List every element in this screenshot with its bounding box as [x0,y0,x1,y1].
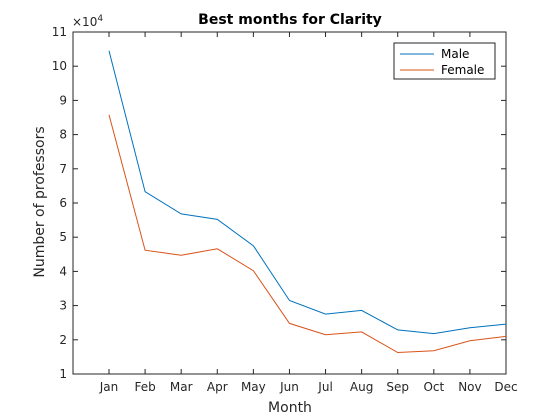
x-tick-label: Mar [170,380,193,394]
y-tick-label: 1 [59,367,67,381]
y-tick-label: 9 [59,93,67,107]
plot-frame [72,31,507,375]
series-line-male [108,50,507,335]
legend-entry: Male [441,47,469,61]
series-lines [108,50,507,354]
x-tick-label: Feb [134,380,155,394]
x-axis-label: Month [268,400,312,416]
y-tick-label: 7 [59,162,67,176]
legend-entry: Female [441,63,484,77]
y-tick-label: 5 [59,230,67,244]
x-tick-label: Jul [317,380,332,394]
x-tick-label: Dec [494,380,517,394]
y-ticks: 1 2 3 4 5 6 7 8 9 10 11 [52,25,506,381]
y-tick-label: 2 [59,333,67,347]
x-tick-label: Jun [279,380,299,394]
series-line-female [108,114,507,354]
legend: Male Female [393,42,496,80]
legend-box [393,42,496,80]
x-tick-label: Aug [350,380,373,394]
y-tick-label: 6 [59,196,67,210]
y-tick-label: 4 [59,264,67,278]
x-tick-label: May [241,380,266,394]
x-tick-label: Jan [99,380,119,394]
y-multiplier-exponent: 4 [97,14,103,24]
y-axis-label: Number of professors [32,126,48,277]
y-tick-label: 10 [52,59,67,73]
y-multiplier-label: ×104 [72,14,103,29]
plot-axes [72,31,507,375]
x-tick-label: Apr [207,380,228,394]
y-tick-label: 11 [52,25,67,39]
x-tick-label: Sep [386,380,409,394]
x-ticks: Jan Feb Mar Apr May Jun Jul Aug Sep Oct Nov Dec [99,32,518,394]
x-tick-label: Oct [423,380,444,394]
y-tick-label: 3 [59,299,67,313]
x-tick-label: Nov [458,380,481,394]
y-tick-label: 8 [59,128,67,142]
chart-title: Best months for Clarity [198,12,382,28]
